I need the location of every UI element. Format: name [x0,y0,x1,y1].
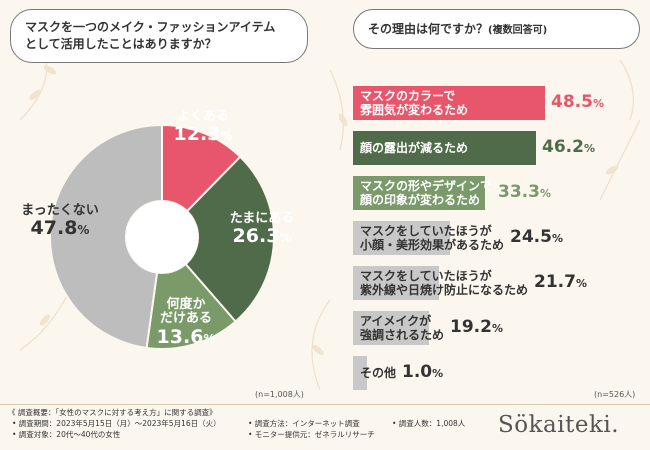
pie-label-tamaniaru: たまにある 26.3% [207,211,317,248]
pie-label-name: たまにある [229,211,295,226]
bar: マスクをしていたほうが 紫外線や日焼け防止になるため [353,266,529,300]
bar-value: 33.3% [498,182,551,202]
survey-summary: 《 調査概要：「女性のマスクに対する考え方」に関する調査》 [8,407,217,418]
pie-label-name: まったくない [21,203,99,218]
pie-question-line-1: マスクを一つのメイク・ファッションアイテム [25,20,276,34]
pie-label-value: 47.8 [30,217,78,240]
bar-label: 小顔・美形効果があるため [360,238,505,252]
survey-method: • 調査方法：インターネット調査 [248,419,360,428]
bar-value: 21.7% [534,272,587,292]
pie-sample-size: (n=1,008人) [255,390,304,399]
bar-question-main: その理由は何ですか？ [368,22,489,36]
sokaiteki-logo: Sökaiteki. [498,412,620,438]
pie-label-mattakunai: まったくない 47.8% [10,203,110,240]
bar-sample-size: (n=526人) [594,390,636,399]
survey-period: • 調査期間：2023年5月15日（月）〜2023年5月16日（火） [12,419,221,428]
bar-label: マスクの形やデザインで [360,179,493,193]
pie-label-name-line-2: だけある [159,311,212,327]
survey-summary-title: 《 調査概要：「女性のマスクに対する考え方」に関する調査》 [8,408,217,417]
bar-value: 1.0% [402,362,444,382]
pie-label-value: 12.3 [173,123,221,146]
bar-label: 紫外線や日焼け防止になるため [360,283,529,297]
bar-label: 顔の露出が減るため [360,141,469,155]
bar-value: 24.5% [510,227,563,247]
survey-target: • 調査対象：20代〜40代の女性 [12,430,121,439]
footer-divider [0,404,650,405]
pie-label-yokuaru: よくある 12.3% [163,109,243,146]
bar: アイメイクが 強調されるため [353,311,445,345]
bar: 顔の露出が減るため [353,131,536,165]
bar-question-note: (複数回答可) [488,25,548,36]
bar-label: マスクをしていたほうが [360,224,492,238]
pie-question-line-2: として活用したことはありますか？ [25,37,217,51]
pie-label-nandokadakearu: 何度か だけある 13.6% [146,297,226,348]
bar-label: 強調されるため [360,328,445,342]
bar-value: 46.2% [542,137,595,157]
bar: マスクをしていたほうが 小顔・美形効果があるため [353,221,505,255]
survey-count: • 調査人数：1,008人 [392,419,466,428]
survey-provider: • モニター提供元：ゼネラルリサーチ [248,430,375,439]
bar-label: 雰囲気が変わるため [360,103,469,117]
bar-label: 顔の印象が変わるため [360,193,481,207]
pie-question-box: マスクを一つのメイク・ファッションアイテム として活用したことはありますか？ [10,9,308,63]
bar-label: マスクをしていたほうが [360,269,492,283]
pie-label-name: よくある [176,109,229,124]
pie-label-value: 13.6 [156,325,204,348]
pie-label-name-line-1: 何度か [166,297,206,312]
bar-label: マスクのカラーで [360,89,456,103]
bar: その他 [353,356,396,390]
pie-center-hole [126,201,198,273]
bar-label: アイメイクが [360,314,432,328]
bar-value: 48.5% [551,92,604,112]
pie-label-value: 26.3 [232,225,280,248]
bar: マスクのカラーで 雰囲気が変わるため [353,86,545,120]
bar: マスクの形やデザインで 顔の印象が変わるため [353,176,493,210]
bar-question-box: その理由は何ですか？(複数回答可) [353,9,640,49]
bar-value: 19.2% [450,317,503,337]
